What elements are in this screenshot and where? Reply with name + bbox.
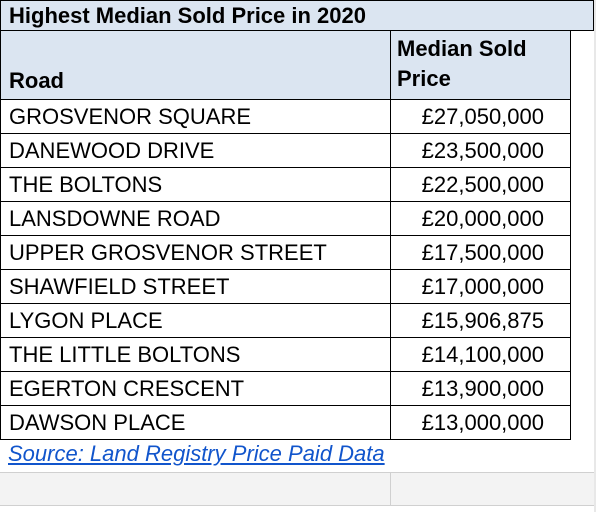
price-cell[interactable]: £22,500,000 [390,167,571,202]
source-link[interactable]: Source: Land Registry Price Paid Data [8,441,385,466]
price-column-header[interactable]: Median Sold Price [390,30,571,100]
empty-row[interactable] [0,472,594,506]
road-cell[interactable]: EGERTON CRESCENT [0,371,391,406]
table-row: EGERTON CRESCENT £13,900,000 [0,371,571,406]
road-cell[interactable]: THE BOLTONS [0,167,391,202]
price-cell[interactable]: £13,000,000 [390,405,571,440]
road-cell[interactable]: DAWSON PLACE [0,405,391,440]
price-cell[interactable]: £20,000,000 [390,201,571,236]
table-row: SHAWFIELD STREET £17,000,000 [0,269,571,304]
road-cell[interactable]: UPPER GROSVENOR STREET [0,235,391,270]
road-cell[interactable]: DANEWOOD DRIVE [0,133,391,168]
price-cell[interactable]: £23,500,000 [390,133,571,168]
price-table: Road Median Sold Price GROSVENOR SQUARE £… [0,30,571,440]
price-cell[interactable]: £13,900,000 [390,371,571,406]
source-cell[interactable]: Source: Land Registry Price Paid Data [0,437,594,471]
header-row: Road Median Sold Price [0,30,571,100]
sheet-edge [594,0,596,512]
road-cell[interactable]: GROSVENOR SQUARE [0,99,391,134]
price-cell[interactable]: £15,906,875 [390,303,571,338]
table-row: THE LITTLE BOLTONS £14,100,000 [0,337,571,372]
table-row: GROSVENOR SQUARE £27,050,000 [0,99,571,134]
price-cell[interactable]: £17,500,000 [390,235,571,270]
road-cell[interactable]: THE LITTLE BOLTONS [0,337,391,372]
table-row: THE BOLTONS £22,500,000 [0,167,571,202]
road-column-header[interactable]: Road [0,30,391,100]
road-cell[interactable]: LANSDOWNE ROAD [0,201,391,236]
table-title: Highest Median Sold Price in 2020 [9,3,366,28]
table-row: UPPER GROSVENOR STREET £17,500,000 [0,235,571,270]
road-cell[interactable]: SHAWFIELD STREET [0,269,391,304]
table-row: DAWSON PLACE £13,000,000 [0,405,571,440]
table-row: LYGON PLACE £15,906,875 [0,303,571,338]
table-row: LANSDOWNE ROAD £20,000,000 [0,201,571,236]
road-cell[interactable]: LYGON PLACE [0,303,391,338]
table-row: DANEWOOD DRIVE £23,500,000 [0,133,571,168]
price-cell[interactable]: £14,100,000 [390,337,571,372]
price-cell[interactable]: £27,050,000 [390,99,571,134]
price-cell[interactable]: £17,000,000 [390,269,571,304]
column-divider [390,473,391,505]
title-cell[interactable]: Highest Median Sold Price in 2020 [0,0,594,31]
